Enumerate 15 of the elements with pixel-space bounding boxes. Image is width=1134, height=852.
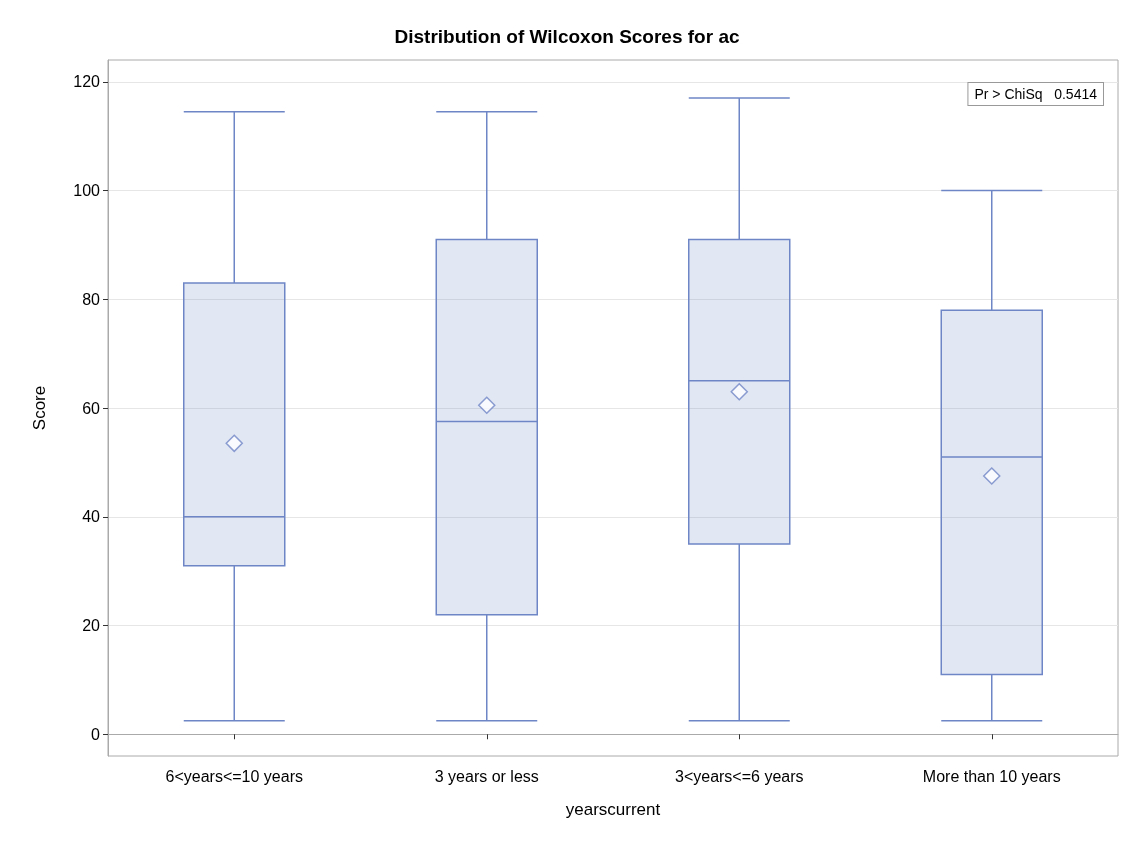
x-axis-title: yearscurrent bbox=[565, 800, 661, 819]
chart-title: Distribution of Wilcoxon Scores for ac bbox=[394, 26, 740, 47]
y-tick-label: 20 bbox=[82, 617, 101, 634]
y-tick-label: 80 bbox=[82, 290, 101, 308]
annotation: Pr > ChiSq 0.5414 bbox=[974, 86, 1098, 102]
x-tick-label: More than 10 years bbox=[922, 767, 1061, 785]
x-tick-label: 3<years<=6 years bbox=[674, 767, 804, 785]
x-tick-label: 3 years or less bbox=[434, 767, 539, 785]
y-tick-label: 40 bbox=[82, 508, 101, 526]
y-tick-label: 60 bbox=[82, 399, 101, 417]
y-axis-title: Score bbox=[30, 385, 49, 431]
y-tick-label: 100 bbox=[73, 182, 101, 199]
y-tick-label: 120 bbox=[73, 73, 101, 91]
x-tick-label: 6<years<=10 years bbox=[165, 767, 303, 785]
y-tick-label: 0 bbox=[91, 725, 101, 743]
